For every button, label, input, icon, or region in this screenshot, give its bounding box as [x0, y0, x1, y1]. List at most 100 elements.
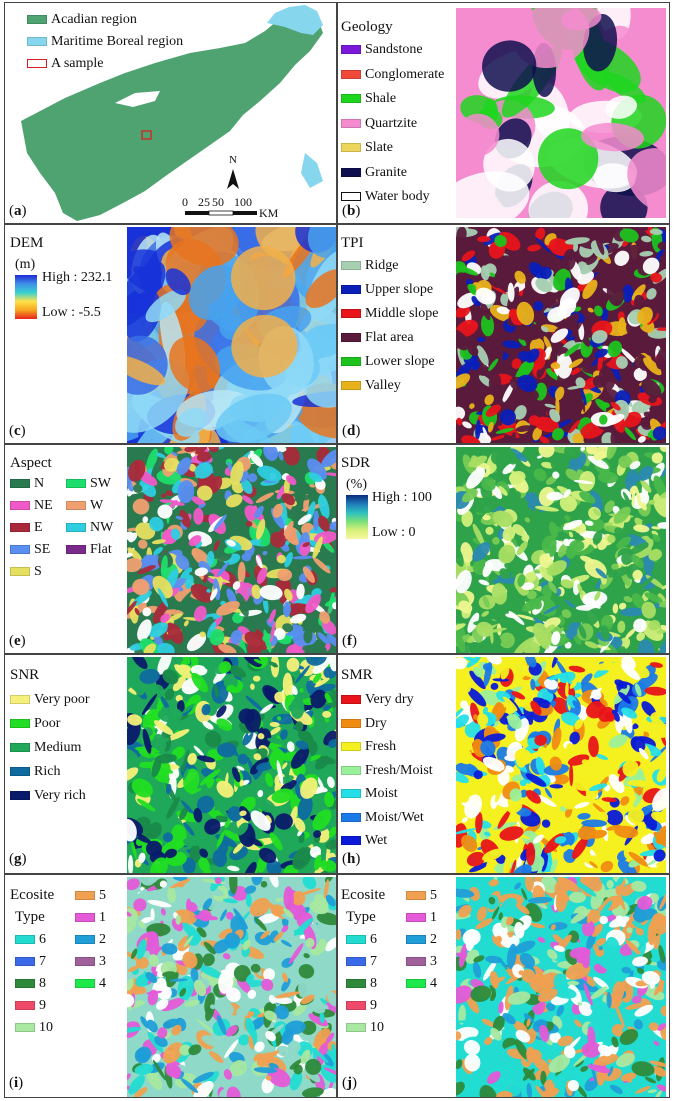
legend-label: Granite	[365, 164, 407, 180]
legend-label: 8	[370, 976, 377, 991]
legend-swatch	[75, 891, 95, 901]
panel-subtitle-i: Type	[15, 909, 45, 925]
panel-g: SNR Very poor Poor Medium Rich Very rich (g)	[4, 654, 337, 874]
panel-label-h: (h)	[342, 851, 361, 867]
map-i	[127, 877, 336, 1097]
panel-label-g: (g)	[9, 851, 27, 867]
legend-item: Moist/Wet	[341, 809, 424, 827]
scale-tick-3: 100	[234, 195, 252, 209]
legend-swatch	[341, 812, 361, 822]
legend-label: 2	[99, 932, 106, 947]
nova-scotia-map	[21, 5, 323, 221]
legend-swatch	[406, 979, 426, 989]
north-label: N	[229, 154, 237, 166]
panel-title-j: Ecosite	[341, 887, 386, 903]
scale-bar	[185, 210, 257, 216]
legend-item: Valley	[341, 377, 401, 395]
panel-c: DEM (m) High : 232.1 Low : -5.5 (c)	[4, 224, 337, 444]
legend-label: Water body	[365, 189, 430, 204]
dem-high: High : 232.1	[42, 270, 113, 285]
legend-label: W	[90, 498, 104, 513]
legend-swatch	[15, 957, 35, 967]
legend-swatch	[10, 743, 30, 753]
legend-swatch	[341, 742, 361, 752]
legend-swatch	[341, 94, 361, 104]
legend-swatch	[66, 523, 86, 533]
legend-label: NE	[34, 498, 53, 513]
legend-label: Very poor	[34, 692, 90, 707]
legend-label: 1	[99, 910, 106, 925]
legend-label: Slate	[365, 140, 393, 155]
raster	[127, 447, 336, 653]
sdr-low: Low : 0	[372, 525, 416, 540]
legend-label: SE	[34, 542, 51, 557]
raster	[127, 227, 336, 443]
legend-label: 9	[39, 998, 46, 1013]
legend-item: SE	[10, 541, 50, 559]
map-j	[456, 877, 666, 1097]
raster	[127, 657, 336, 873]
panel-label-j: (j)	[342, 1075, 357, 1091]
legend-item: Quartzite	[341, 115, 417, 133]
legend-item: 4	[75, 975, 106, 993]
legend-label: Medium	[34, 740, 82, 755]
legend-label: 7	[39, 954, 46, 969]
legend-item: NE	[10, 497, 53, 515]
panel-a: Acadian region Maritime Boreal region A sa…	[4, 2, 337, 224]
legend-label: Middle slope	[365, 306, 439, 321]
legend-item: 9	[346, 997, 377, 1015]
map-f	[456, 447, 666, 653]
legend-label: Maritime Boreal region	[51, 34, 184, 49]
legend-swatch	[66, 501, 86, 511]
panel-i: Ecosite Type 5 6 1 7 2 8 3 9 4 10 (i)	[4, 874, 337, 1098]
legend-swatch	[346, 957, 366, 967]
panel-subtitle-j: Type	[346, 909, 376, 925]
legend-label: Poor	[34, 716, 61, 731]
legend-swatch	[75, 979, 95, 989]
legend-item: Wet	[341, 832, 387, 850]
legend-swatch	[406, 935, 426, 945]
legend-swatch	[15, 1001, 35, 1011]
legend-label: Sandstone	[365, 42, 423, 57]
legend-label: Very dry	[365, 692, 414, 707]
legend-swatch	[341, 309, 361, 319]
legend-item: Flat	[66, 541, 112, 559]
legend-item: Fresh/Moist	[341, 762, 433, 780]
legend-label: Ridge	[365, 258, 399, 273]
legend-item: 6	[346, 931, 377, 949]
legend-swatch	[10, 523, 30, 533]
legend-item: Very dry	[341, 691, 414, 709]
raster	[456, 447, 666, 653]
legend-label: Fresh/Moist	[365, 762, 433, 778]
legend-swatch	[341, 143, 361, 153]
dem-gradient	[15, 275, 37, 319]
legend-label: SW	[90, 476, 111, 491]
legend-swatch	[341, 765, 361, 775]
legend-swatch	[341, 167, 361, 177]
legend-item: 4	[406, 975, 437, 993]
legend-label: Upper slope	[365, 282, 434, 297]
sdr-unit: (%)	[346, 477, 367, 492]
legend-swatch	[15, 935, 35, 945]
legend-swatch	[66, 545, 86, 555]
legend-swatch	[75, 913, 95, 923]
legend-item: Very rich	[10, 787, 86, 805]
legend-swatch	[341, 357, 361, 367]
legend-swatch	[15, 1023, 35, 1033]
legend-item: 5	[406, 887, 437, 905]
legend-swatch	[341, 192, 361, 202]
sample-marker	[141, 130, 152, 140]
scale-tick-1: 25	[198, 195, 210, 209]
legend-swatch	[341, 69, 361, 79]
panel-e: Aspect N SW NE W E NW SE Flat S (e)	[4, 444, 337, 654]
legend-item: 5	[75, 887, 106, 905]
legend-item: Poor	[10, 715, 60, 733]
legend-swatch	[341, 285, 361, 295]
legend-swatch	[27, 37, 47, 47]
legend-label: 9	[370, 998, 377, 1013]
panel-title-g: SNR	[10, 667, 40, 683]
legend-item: Middle slope	[341, 305, 439, 323]
legend-item: N	[10, 475, 44, 493]
panel-title-e: Aspect	[10, 455, 52, 471]
legend-swatch	[15, 979, 35, 989]
